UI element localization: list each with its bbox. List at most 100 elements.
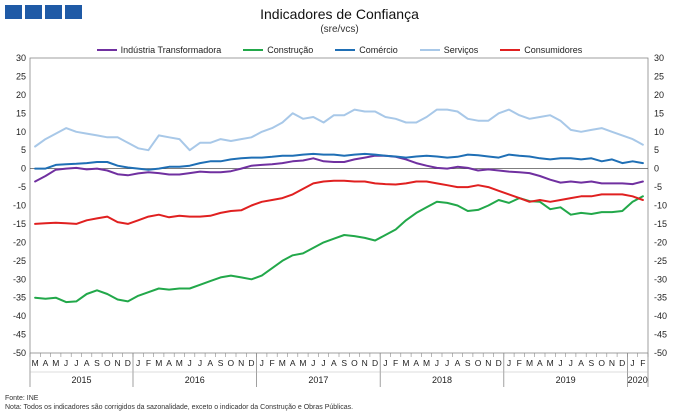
series-line xyxy=(34,108,644,152)
y-tick-label-left: 0 xyxy=(21,164,26,174)
y-tick-label-right: -30 xyxy=(654,274,667,284)
plot-frame xyxy=(29,57,649,354)
legend-label: Serviços xyxy=(443,45,479,55)
month-label: A xyxy=(331,358,337,368)
source-note: Fonte: INE xyxy=(5,395,39,402)
legend-swatch xyxy=(335,49,356,51)
month-label: O xyxy=(351,358,358,368)
legend-label: Construção xyxy=(267,45,314,55)
y-tick-label-right: -45 xyxy=(654,330,667,340)
y-tick-label-left: 15 xyxy=(16,108,26,118)
y-tick-label-left: -15 xyxy=(13,219,26,229)
month-label: M xyxy=(32,358,39,368)
month-label: O xyxy=(598,358,605,368)
month-label: J xyxy=(630,358,634,368)
month-label: F xyxy=(146,358,151,368)
y-tick-label-left: 5 xyxy=(21,145,26,155)
legend-label: Comércio xyxy=(359,45,398,55)
month-label: M xyxy=(52,358,59,368)
month-label: A xyxy=(455,358,461,368)
year-label: 2019 xyxy=(556,375,576,385)
month-label: D xyxy=(372,358,378,368)
month-label: J xyxy=(321,358,325,368)
month-label: J xyxy=(558,358,562,368)
month-label: J xyxy=(311,358,315,368)
month-label: A xyxy=(43,358,49,368)
month-label: M xyxy=(402,358,409,368)
y-tick-label-right: -25 xyxy=(654,256,667,266)
y-tick-label-right: -40 xyxy=(654,311,667,321)
legend-item: Consumidores xyxy=(500,45,582,55)
y-tick-label-right: 25 xyxy=(654,71,664,81)
logo-square xyxy=(45,5,62,19)
y-tick-label-left: -30 xyxy=(13,274,26,284)
month-label: J xyxy=(507,358,511,368)
legend-swatch xyxy=(500,49,521,51)
year-label: 2016 xyxy=(185,375,205,385)
chart-title: Indicadores de Confiança xyxy=(260,6,419,22)
month-label: N xyxy=(114,358,120,368)
year-label: 2017 xyxy=(308,375,328,385)
year-label: 2018 xyxy=(432,375,452,385)
legend-item: Indústria Transformadora xyxy=(96,45,222,55)
y-tick-label-left: -45 xyxy=(13,330,26,340)
month-label: J xyxy=(445,358,449,368)
series-line xyxy=(34,179,644,225)
series-line xyxy=(34,154,644,186)
y-tick-label-left: -40 xyxy=(13,311,26,321)
month-label: N xyxy=(609,358,615,368)
month-label: A xyxy=(537,358,543,368)
legend-swatch xyxy=(96,49,117,51)
month-label: J xyxy=(198,358,202,368)
month-label: D xyxy=(496,358,502,368)
month-label: D xyxy=(248,358,254,368)
month-label: O xyxy=(475,358,482,368)
y-tick-label-right: 30 xyxy=(654,53,664,63)
month-label: M xyxy=(176,358,183,368)
year-label: 2020 xyxy=(628,375,648,385)
y-tick-label-left: -50 xyxy=(13,348,26,358)
y-tick-label-left: -10 xyxy=(13,201,26,211)
legend-swatch xyxy=(419,49,440,51)
month-label: O xyxy=(228,358,235,368)
y-tick-label-right: -5 xyxy=(654,182,662,192)
y-tick-label-right: 10 xyxy=(654,127,664,137)
month-label: J xyxy=(136,358,140,368)
month-label: J xyxy=(569,358,573,368)
logo-square xyxy=(5,5,22,19)
y-tick-label-left: -20 xyxy=(13,237,26,247)
methodology-note: Nota: Todos os indicadores são corrigido… xyxy=(5,404,354,411)
y-tick-label-left: 10 xyxy=(16,127,26,137)
legend-label: Consumidores xyxy=(524,45,583,55)
month-label: F xyxy=(640,358,645,368)
month-label: M xyxy=(547,358,554,368)
series-line xyxy=(34,195,644,304)
y-tick-label-left: -5 xyxy=(18,182,26,192)
month-label: N xyxy=(362,358,368,368)
year-label: 2015 xyxy=(71,375,91,385)
month-label: A xyxy=(84,358,90,368)
logo xyxy=(5,5,82,19)
month-label: F xyxy=(393,358,398,368)
month-label: J xyxy=(383,358,387,368)
month-label: D xyxy=(619,358,625,368)
month-label: S xyxy=(341,358,347,368)
month-label: S xyxy=(94,358,100,368)
logo-square xyxy=(25,5,42,19)
month-label: M xyxy=(526,358,533,368)
month-label: A xyxy=(207,358,213,368)
month-label: M xyxy=(423,358,430,368)
month-label: A xyxy=(413,358,419,368)
month-label: O xyxy=(104,358,111,368)
month-label: J xyxy=(435,358,439,368)
y-tick-label-right: 5 xyxy=(654,145,659,155)
legend-item: Construção xyxy=(243,45,313,55)
series-line xyxy=(34,152,644,171)
legend-label: Indústria Transformadora xyxy=(120,45,222,55)
y-tick-label-right: 0 xyxy=(654,164,659,174)
footnotes: Fonte: INE Nota: Todos os indicadores sã… xyxy=(5,394,353,412)
y-tick-label-right: -20 xyxy=(654,237,667,247)
y-tick-label-right: -35 xyxy=(654,293,667,303)
y-tick-label-right: 20 xyxy=(654,90,664,100)
